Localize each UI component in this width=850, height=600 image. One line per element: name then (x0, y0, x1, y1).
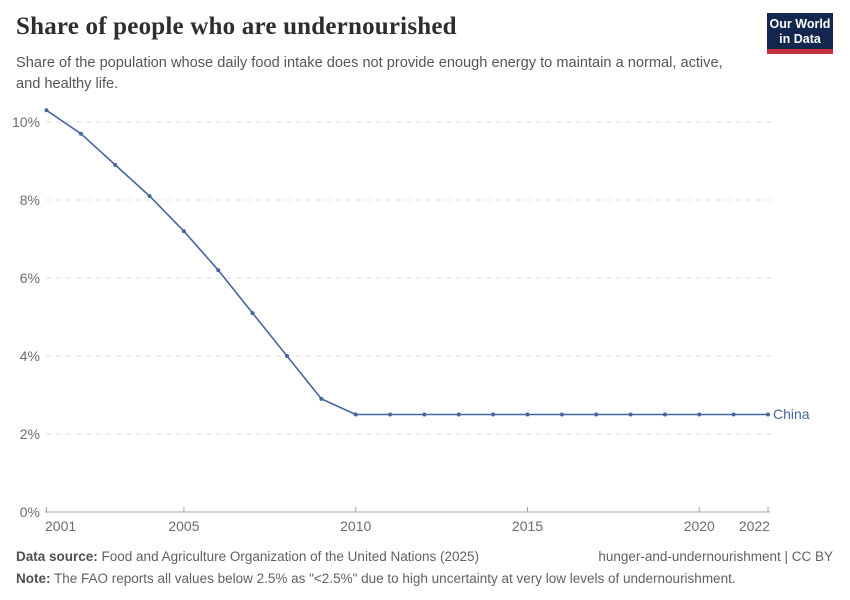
y-tick-label: 2% (20, 426, 40, 442)
data-point[interactable] (388, 412, 393, 417)
note-text: The FAO reports all values below 2.5% as… (50, 571, 736, 586)
subtitle-line-1: Share of the population whose daily food… (16, 55, 723, 71)
y-tick-label: 6% (20, 270, 40, 286)
data-source-label: Data source: (16, 549, 98, 564)
data-source-text: Food and Agriculture Organization of the… (97, 549, 480, 564)
x-tick-label: 2020 (684, 518, 715, 534)
x-tick-label: 2010 (340, 518, 371, 534)
data-point[interactable] (181, 229, 186, 234)
data-point[interactable] (559, 412, 564, 417)
owid-logo-line-1: Our World (769, 17, 831, 31)
data-point[interactable] (147, 194, 152, 199)
data-point[interactable] (353, 412, 358, 417)
chart-subtitle: Share of the population whose daily food… (16, 53, 776, 94)
data-point[interactable] (422, 412, 427, 417)
owid-logo-line-2: in Data (779, 31, 821, 46)
series-label[interactable]: China (773, 406, 810, 422)
data-point[interactable] (216, 268, 221, 273)
data-point[interactable] (628, 412, 633, 417)
data-point[interactable] (456, 412, 461, 417)
x-tick-label: 2005 (168, 518, 199, 534)
y-tick-label: 0% (20, 504, 40, 520)
footer-source-line: Data source: Food and Agriculture Organi… (16, 548, 833, 565)
subtitle-line-2: and healthy life. (16, 75, 119, 92)
x-tick-label: 2015 (512, 518, 543, 534)
line-chart[interactable]: 0% 2% 4% 6% 8% 10% 2001 2005 2010 2015 2020 2022 Chi… (0, 90, 850, 550)
data-point[interactable] (250, 311, 255, 316)
y-tick-label: 8% (20, 192, 40, 208)
data-point[interactable] (113, 162, 118, 167)
data-point[interactable] (78, 131, 83, 136)
data-point[interactable] (491, 412, 496, 417)
note-label: Note: (16, 571, 51, 586)
data-point[interactable] (44, 108, 49, 113)
data-point[interactable] (525, 412, 530, 417)
footer-note-line: Note: The FAO reports all values below 2… (16, 570, 833, 587)
x-tick-label: 2001 (45, 518, 76, 534)
data-point[interactable] (285, 354, 289, 358)
data-point[interactable] (319, 396, 324, 401)
data-point[interactable] (766, 412, 770, 417)
owid-logo[interactable]: Our World in Data (767, 13, 833, 54)
data-line-china[interactable] (46, 109, 769, 416)
data-point[interactable] (594, 412, 599, 417)
y-tick-label: 4% (20, 348, 40, 364)
data-point[interactable] (731, 412, 736, 417)
data-point[interactable] (662, 412, 667, 417)
data-point[interactable] (697, 412, 702, 417)
attribution-link[interactable]: hunger-and-undernourishment | CC BY (598, 549, 833, 564)
y-tick-label: 10% (12, 114, 40, 130)
page-title: Share of people who are undernourished (16, 13, 457, 40)
x-tick-label: 2022 (739, 518, 770, 534)
